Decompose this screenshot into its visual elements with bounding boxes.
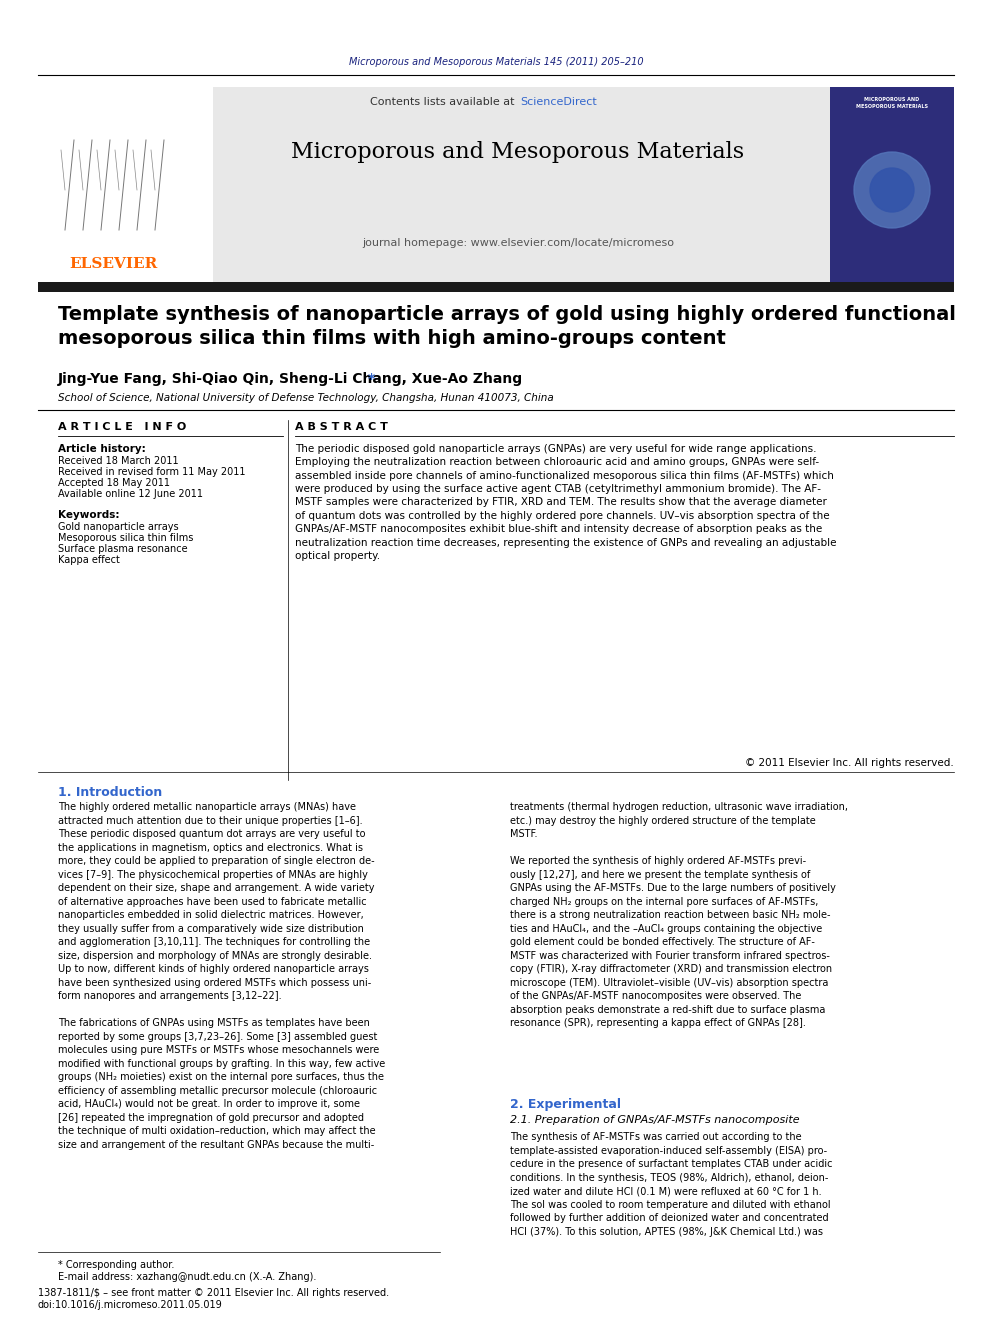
Text: Received 18 March 2011: Received 18 March 2011 [58, 456, 179, 466]
Text: 1. Introduction: 1. Introduction [58, 786, 163, 799]
Text: Available online 12 June 2011: Available online 12 June 2011 [58, 490, 203, 499]
Text: 1387-1811/$ – see front matter © 2011 Elsevier Inc. All rights reserved.: 1387-1811/$ – see front matter © 2011 El… [38, 1289, 389, 1298]
Text: ELSEVIER: ELSEVIER [68, 257, 157, 271]
Text: *: * [368, 372, 375, 386]
Text: * Corresponding author.: * Corresponding author. [58, 1259, 175, 1270]
Text: Gold nanoparticle arrays: Gold nanoparticle arrays [58, 523, 179, 532]
Bar [38, 282, 954, 292]
Text: Keywords:: Keywords: [58, 509, 119, 520]
Text: Kappa effect: Kappa effect [58, 556, 120, 565]
Text: Jing-Yue Fang, Shi-Qiao Qin, Sheng-Li Chang, Xue-Ao Zhang: Jing-Yue Fang, Shi-Qiao Qin, Sheng-Li Ch… [58, 372, 523, 386]
Circle shape [870, 168, 914, 212]
Text: Surface plasma resonance: Surface plasma resonance [58, 544, 187, 554]
Text: Mesoporous silica thin films: Mesoporous silica thin films [58, 533, 193, 542]
Text: Article history:: Article history: [58, 445, 146, 454]
Text: ScienceDirect: ScienceDirect [520, 97, 597, 107]
Bar [830, 87, 954, 282]
Text: journal homepage: www.elsevier.com/locate/micromeso: journal homepage: www.elsevier.com/locat… [362, 238, 674, 247]
Text: Contents lists available at: Contents lists available at [370, 97, 518, 107]
Text: Template synthesis of nanoparticle arrays of gold using highly ordered functiona: Template synthesis of nanoparticle array… [58, 306, 956, 348]
Circle shape [854, 152, 930, 228]
Text: Received in revised form 11 May 2011: Received in revised form 11 May 2011 [58, 467, 245, 478]
Text: The periodic disposed gold nanoparticle arrays (GNPAs) are very useful for wide : The periodic disposed gold nanoparticle … [295, 445, 836, 561]
Text: treatments (thermal hydrogen reduction, ultrasonic wave irradiation,
etc.) may d: treatments (thermal hydrogen reduction, … [510, 802, 848, 1028]
Text: © 2011 Elsevier Inc. All rights reserved.: © 2011 Elsevier Inc. All rights reserved… [745, 758, 954, 767]
Text: MICROPOROUS AND
MESOPOROUS MATERIALS: MICROPOROUS AND MESOPOROUS MATERIALS [856, 97, 928, 108]
Text: The highly ordered metallic nanoparticle arrays (MNAs) have
attracted much atten: The highly ordered metallic nanoparticle… [58, 802, 385, 1150]
Text: A R T I C L E   I N F O: A R T I C L E I N F O [58, 422, 186, 433]
Text: doi:10.1016/j.micromeso.2011.05.019: doi:10.1016/j.micromeso.2011.05.019 [38, 1301, 223, 1310]
Text: Microporous and Mesoporous Materials: Microporous and Mesoporous Materials [292, 142, 745, 163]
Text: School of Science, National University of Defense Technology, Changsha, Hunan 41: School of Science, National University o… [58, 393, 554, 404]
Text: The synthesis of AF-MSTFs was carried out according to the
template-assisted eva: The synthesis of AF-MSTFs was carried ou… [510, 1132, 832, 1237]
Text: Accepted 18 May 2011: Accepted 18 May 2011 [58, 478, 170, 488]
Text: 2. Experimental: 2. Experimental [510, 1098, 621, 1111]
Bar [38, 87, 213, 282]
Bar [38, 87, 954, 282]
Text: E-mail address: xazhang@nudt.edu.cn (X.-A. Zhang).: E-mail address: xazhang@nudt.edu.cn (X.-… [58, 1271, 316, 1282]
Text: Microporous and Mesoporous Materials 145 (2011) 205–210: Microporous and Mesoporous Materials 145… [348, 57, 644, 67]
Text: A B S T R A C T: A B S T R A C T [295, 422, 388, 433]
Text: 2.1. Preparation of GNPAs/AF-MSTFs nanocomposite: 2.1. Preparation of GNPAs/AF-MSTFs nanoc… [510, 1115, 800, 1125]
